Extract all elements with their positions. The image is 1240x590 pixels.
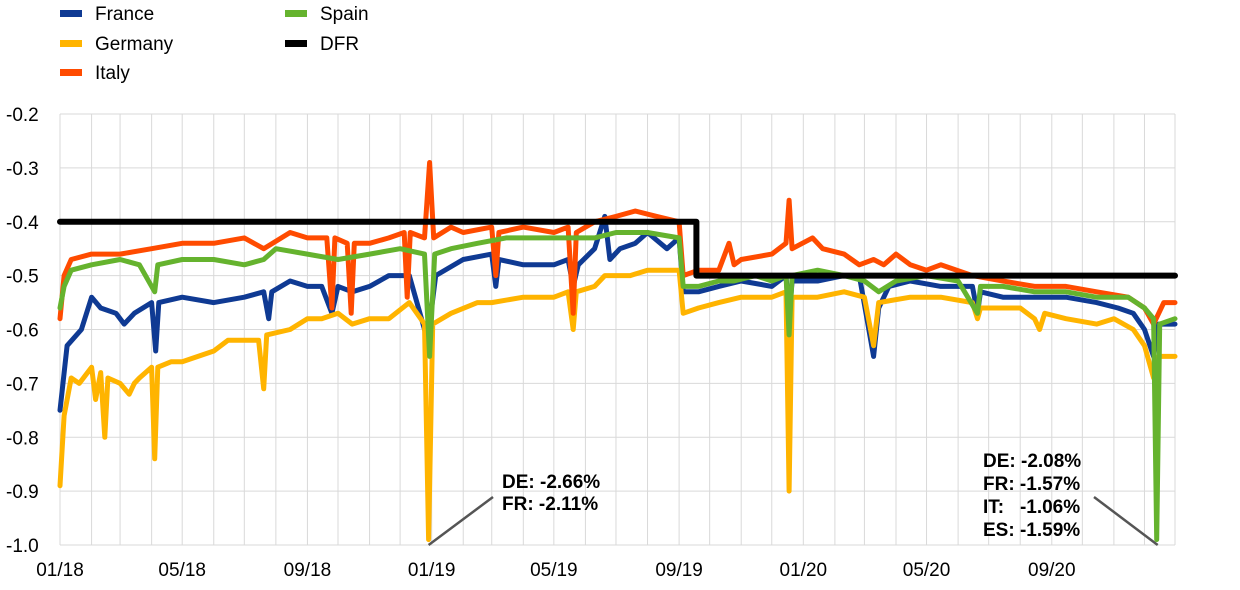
legend-label: Germany — [95, 34, 174, 55]
series-lines — [57, 160, 1178, 543]
x-tick-label: 05/20 — [903, 560, 951, 581]
annotation-label: FR: -1.57% — [983, 474, 1080, 495]
y-tick-label: -0.2 — [6, 105, 39, 126]
series-line-dfr — [57, 218, 1178, 279]
x-tick-label: 01/18 — [36, 560, 84, 581]
series-line-france — [57, 213, 1178, 413]
y-tick-label: -0.7 — [6, 374, 39, 395]
annotation-label: FR: -2.11% — [502, 494, 598, 515]
x-tick-label: 05/18 — [158, 560, 206, 581]
annotation-label: DE: -2.08% — [983, 451, 1081, 472]
legend-label: Italy — [95, 63, 130, 84]
legend-swatch-spain — [285, 10, 307, 17]
axes: -0.2 -0.3 -0.4 -0.5 -0.6 -0.7 -0.8 -0.9 -1.0 01/1… — [6, 105, 1175, 581]
annotation-label: ES: -1.59% — [983, 520, 1080, 541]
annotation-pointer — [1093, 496, 1159, 546]
legend-swatch-germany — [60, 40, 82, 47]
x-tick-label: 01/19 — [408, 560, 456, 581]
legend-label: Spain — [320, 4, 369, 25]
series-line-spain — [57, 230, 1178, 543]
legend: France Germany Italy Spain DFR — [60, 4, 369, 84]
annotations: DE: -2.66%FR: -2.11% DE: -2.08%FR: -1.57%… — [427, 451, 1159, 547]
x-tick-label: 05/19 — [530, 560, 578, 581]
y-tick-label: -0.5 — [6, 267, 39, 288]
y-tick-label: -0.4 — [6, 213, 39, 234]
legend-swatch-france — [60, 10, 82, 17]
x-tick-label: 01/20 — [780, 560, 828, 581]
y-tick-label: -1.0 — [6, 536, 39, 557]
y-tick-label: -0.3 — [6, 159, 39, 180]
legend-label: DFR — [320, 34, 359, 55]
y-tick-label: -0.6 — [6, 321, 39, 342]
y-tick-label: -0.9 — [6, 482, 39, 503]
x-tick-label: 09/18 — [284, 560, 332, 581]
legend-label: France — [95, 4, 154, 25]
annotation-pointer — [427, 495, 494, 547]
y-tick-label: -0.8 — [6, 428, 39, 449]
legend-swatch-italy — [60, 69, 82, 76]
series-line-italy — [57, 160, 1178, 327]
x-tick-label: 09/19 — [655, 560, 703, 581]
annotation-label: IT: -1.06% — [983, 497, 1080, 518]
annotation-label: DE: -2.66% — [502, 472, 600, 493]
x-tick-label: 09/20 — [1028, 560, 1076, 581]
legend-swatch-dfr — [285, 40, 307, 47]
